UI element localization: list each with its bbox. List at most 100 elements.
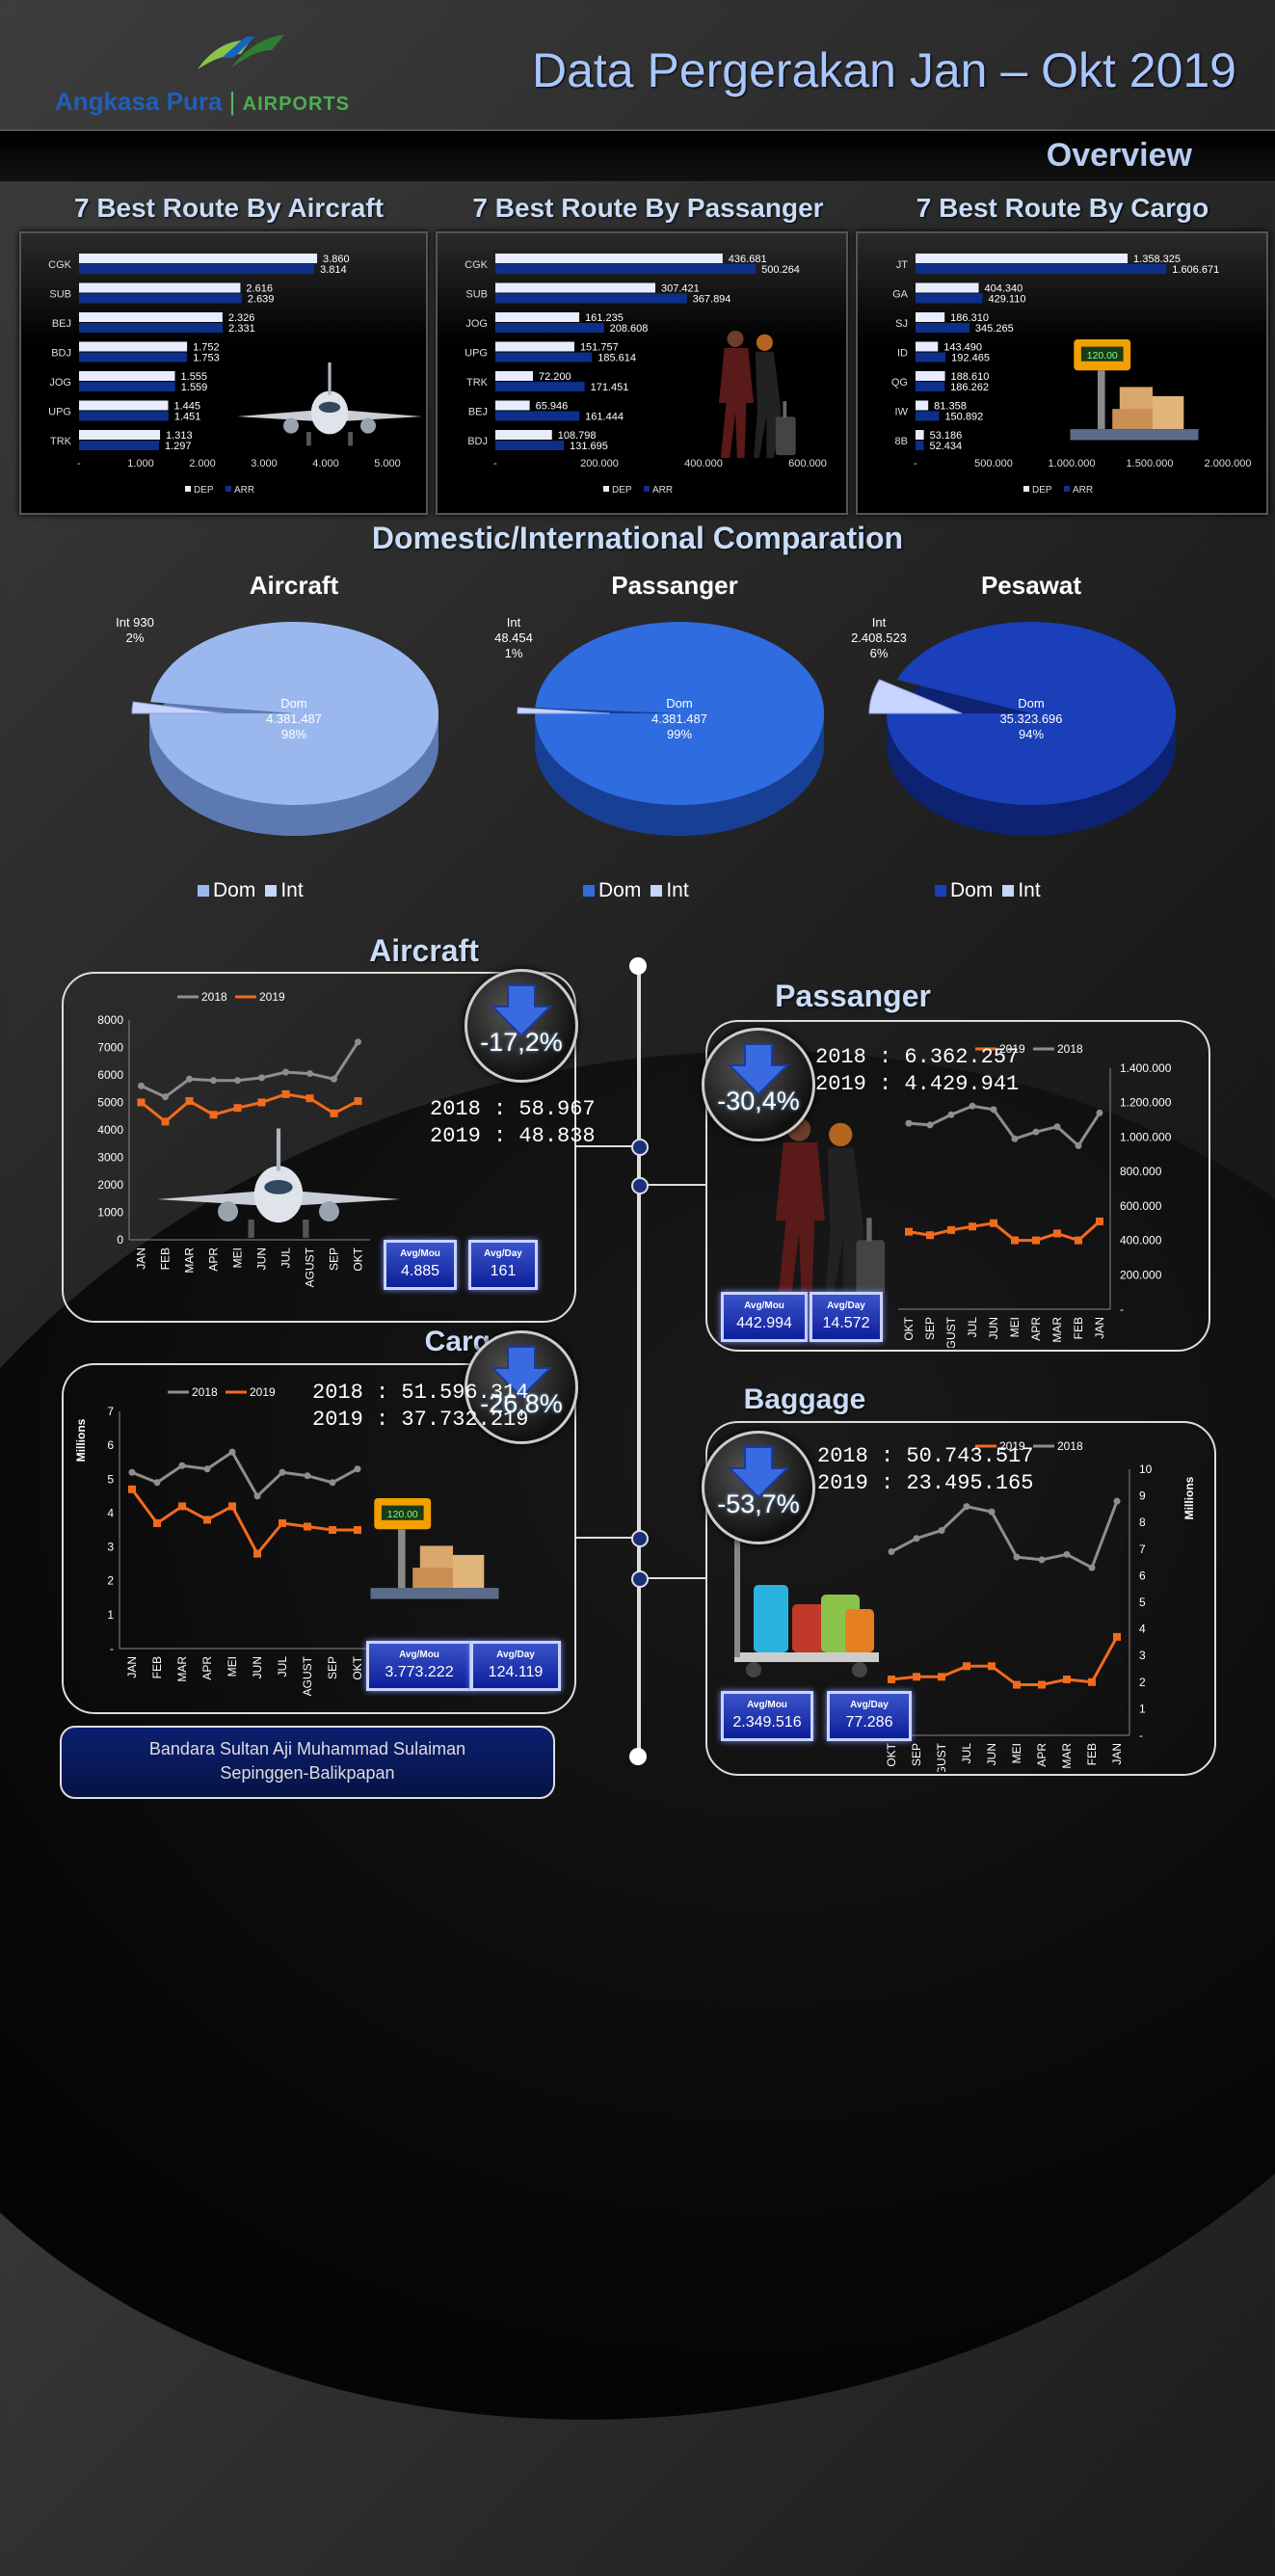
point-2019 [988,1662,996,1671]
down-arrow-icon [490,1346,553,1399]
point-2018 [1032,1128,1040,1136]
pie-title: Aircraft [249,571,339,600]
plane-cockpit [264,1180,293,1194]
x-tick: MEI [226,1656,239,1677]
avg-box: Avg/Mou 4.885 [384,1240,457,1290]
route-x-tick: 2.000 [189,458,216,470]
route-x-tick: - [493,458,497,470]
point-2018 [913,1535,920,1543]
x-tick: JAN [135,1248,148,1270]
route-bar-dep [495,254,723,263]
route-value-dep: 1.445 [173,401,200,413]
stat-2018: 2018 : 50.743.517 [817,1444,1034,1468]
pie-value-dom: 4.381.487 [266,711,322,726]
pie-value-int: 48.454 [494,631,533,645]
change-badge: -17,2% [465,969,578,1083]
route-value-arr: 3.814 [320,264,347,276]
man-body [718,348,754,458]
route-bar-dep [916,430,924,440]
pie-pct-int: 2% [126,631,145,645]
baggage-trolley-illustration [734,1537,879,1677]
route-x-tick: 5.000 [374,458,401,470]
down-arrow-icon [490,984,553,1037]
route-passanger-panel: CGK 436.681 500.264 SUB 307.421 367.894 JOG 161… [436,231,848,515]
point-2018 [253,1492,261,1500]
route-category-label: IW [895,407,909,418]
point-2019 [1032,1236,1040,1245]
series-line-2018 [131,1450,359,1499]
legend-dep-label: DEP [194,485,214,496]
route-value-dep: 108.798 [558,430,597,442]
logo-text: Angkasa Pura | AIRPORTS [55,87,350,117]
point-2019 [153,1518,161,1527]
avg-value: 77.286 [845,1714,893,1731]
trolley-handle [734,1537,740,1657]
x-tick: FEB [159,1248,173,1270]
route-category-label: TRK [466,377,489,389]
legend-dom-label: Dom [950,879,994,901]
point-2019 [161,1117,170,1126]
route-category-label: TRK [50,436,72,447]
route-value-dep: 436.681 [729,254,767,265]
plane-gear-right [303,1220,309,1238]
pie-pct-int: 1% [505,646,523,660]
x-tick: MEI [231,1248,245,1268]
point-2019 [329,1526,336,1534]
route-bar-arr [916,441,924,450]
point-2019 [1096,1217,1103,1225]
route-value-arr: 1.606.671 [1172,264,1219,276]
point-2019 [947,1225,955,1234]
route-x-tick: 1.000 [127,458,154,470]
point-2019 [888,1676,895,1684]
point-2018 [905,1119,913,1127]
route-x-tick: 500.000 [974,458,1013,470]
route-bar-dep [916,341,939,352]
route-bar-dep [79,341,188,352]
change-value: -53,7% [717,1489,800,1518]
route-bar-arr [495,293,687,304]
trolley-wheel-left [746,1662,761,1677]
route-value-dep: 1.555 [181,371,208,383]
y-tick: 1.000.000 [1120,1130,1172,1143]
arrow-shape [727,1043,790,1096]
x-tick: JUL [279,1248,293,1269]
y-tick: 200.000 [1120,1268,1162,1281]
scale-display [1080,346,1124,362]
point-2018 [969,1102,976,1110]
y-tick: 4000 [97,1123,123,1137]
route-value-arr: 185.614 [598,353,636,364]
x-tick: OKT [352,1247,365,1271]
point-2018 [1011,1135,1019,1142]
point-2018 [926,1121,934,1129]
route-bar-arr [495,323,604,333]
y-tick: 600.000 [1120,1199,1162,1213]
route-bar-arr [495,352,593,362]
route-value-dep: 81.358 [934,401,967,413]
point-2018 [988,1508,996,1516]
x-tick: JAN [1093,1317,1106,1339]
pie-label-int: Int [872,615,887,630]
plane-cockpit [318,401,341,413]
avg-label: Avg/Day [496,1650,535,1660]
legend-label-2019: 2019 [999,1042,1025,1056]
avg-box: Avg/Mou 3.773.222 [366,1641,472,1691]
y-tick: 7 [107,1405,114,1418]
legend-label-2019: 2019 [999,1439,1025,1453]
route-x-tick: 200.000 [580,458,619,470]
avg-value: 161 [490,1263,517,1279]
route-x-tick: 600.000 [788,458,827,470]
point-2018 [1075,1141,1082,1149]
overview-label: Overview [1046,137,1192,174]
point-2018 [153,1479,161,1487]
legend-label-2018: 2018 [1057,1439,1083,1453]
avg-box: Avg/Day 161 [468,1240,538,1290]
logo-separator: | [228,87,236,116]
stat-2019: 2019 : 37.732.219 [312,1408,529,1432]
down-arrow-icon [727,1446,790,1499]
point-2018 [963,1503,970,1511]
timeline-spine [637,964,641,1758]
legend-dom-swatch [935,885,946,897]
legend-dom-label: Dom [598,879,642,901]
